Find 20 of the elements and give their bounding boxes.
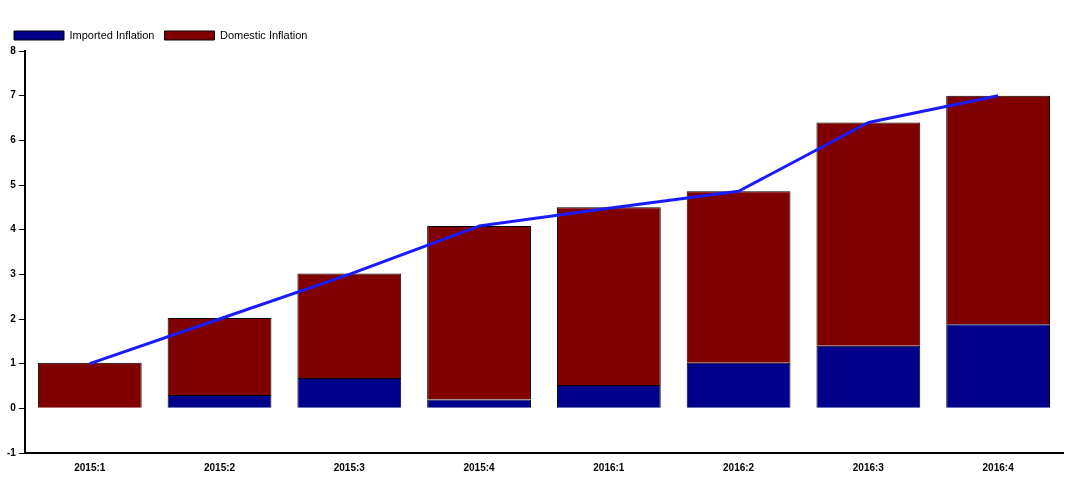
x-tick-label: 2016:3 xyxy=(852,461,885,473)
x-tick-label: 2015:3 xyxy=(333,461,366,473)
y-tick-label: 6 xyxy=(10,134,17,146)
y-tick-label: 0 xyxy=(10,402,17,414)
y-tick-label: 1 xyxy=(10,357,17,369)
y-tick-label: 3 xyxy=(10,268,17,280)
x-tick-label: 2015:1 xyxy=(74,461,106,473)
y-tick-label: 5 xyxy=(10,178,17,190)
y-tick-label: 2 xyxy=(10,312,17,324)
x-tick-label: 2016:1 xyxy=(593,461,625,473)
x-tick-label: 2015:4 xyxy=(463,461,496,473)
legend-label: Domestic Inflation xyxy=(219,28,308,41)
y-tick-label: 7 xyxy=(10,89,17,101)
x-tick-label: 2016:2 xyxy=(723,461,755,473)
y-tick-label: 8 xyxy=(10,44,17,56)
x-tick-label: 2016:4 xyxy=(982,461,1015,473)
legend-label: Imported Inflation xyxy=(69,28,155,41)
y-tick-label: 4 xyxy=(10,223,17,235)
x-tick-label: 2015:2 xyxy=(203,461,236,473)
y-tick-label: -1 xyxy=(6,446,17,458)
